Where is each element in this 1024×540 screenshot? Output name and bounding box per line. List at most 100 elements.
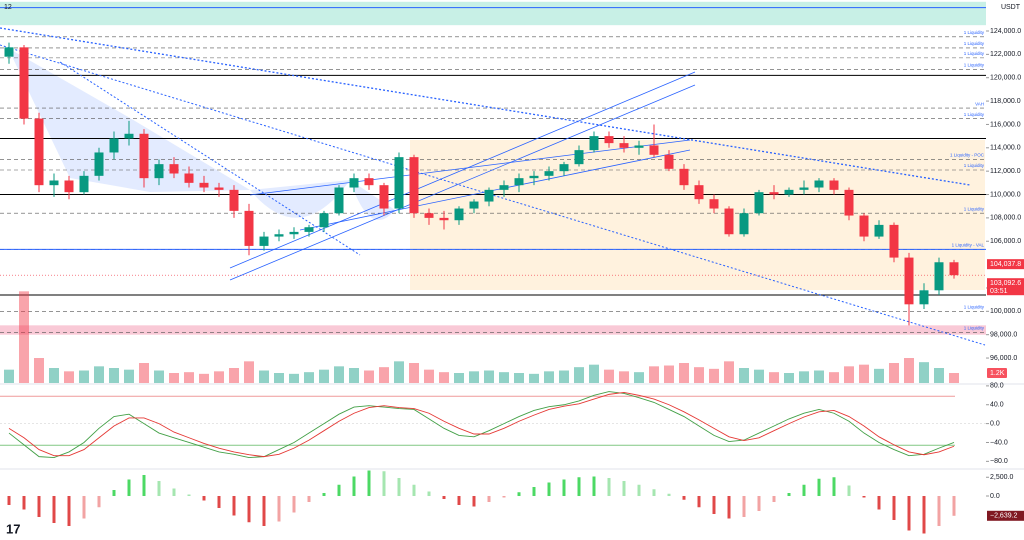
volume-bar xyxy=(664,365,674,383)
candle-body xyxy=(289,231,299,235)
histogram-bar xyxy=(667,493,671,496)
last-price-box xyxy=(987,278,1024,296)
candle-body xyxy=(319,213,329,228)
histogram-bar xyxy=(67,496,71,526)
candle-body xyxy=(874,224,884,237)
y-tick-label: 120,000.0 xyxy=(990,75,1021,82)
y-tick-label: 100,000.0 xyxy=(990,308,1021,315)
candle-body xyxy=(694,185,704,200)
currency-label: USDT xyxy=(1001,4,1021,11)
last-value-label: −2,639.2 xyxy=(990,513,1018,520)
y-tick-label: 112,000.0 xyxy=(990,168,1021,175)
histogram-bar xyxy=(832,477,836,496)
channel-line xyxy=(249,139,691,196)
candle-body xyxy=(184,173,194,183)
candle-body xyxy=(814,180,824,188)
candle-body xyxy=(364,178,374,186)
candle-body xyxy=(439,217,449,221)
zone xyxy=(0,325,986,335)
y-tick-label: 110,000.0 xyxy=(990,191,1021,198)
histogram-bar xyxy=(367,470,371,496)
volume-bar xyxy=(619,371,629,383)
candle-body xyxy=(169,164,179,174)
liquidity-label: 1 Liquidity xyxy=(964,305,985,310)
candle-body xyxy=(49,180,59,186)
candle-body xyxy=(709,199,719,209)
drawing-layer xyxy=(0,27,986,346)
volume-bar xyxy=(829,372,839,383)
candle-body xyxy=(634,145,644,148)
histogram-bar xyxy=(232,496,236,516)
liquidity-label: 1 Liquidity - VAL xyxy=(952,243,985,248)
y-tick-label: 116,000.0 xyxy=(990,121,1021,128)
candle-body xyxy=(574,150,584,165)
background-layer xyxy=(0,1,986,335)
candle-body xyxy=(754,192,764,214)
volume-bar xyxy=(934,368,944,383)
blue-zone xyxy=(8,48,250,192)
volume-bar xyxy=(919,362,929,383)
histogram-bar xyxy=(7,496,11,505)
volume-bar xyxy=(649,366,659,383)
histogram-bar xyxy=(577,477,581,496)
volume-bar xyxy=(499,372,509,383)
liquidity-label: VAH xyxy=(975,101,984,106)
candle-body xyxy=(859,215,869,237)
volume-bar xyxy=(814,370,824,383)
candle-body xyxy=(424,213,434,218)
candle-body xyxy=(619,143,629,148)
candle-body xyxy=(454,208,464,221)
volume-bar xyxy=(754,369,764,383)
channel-line xyxy=(299,149,691,231)
histogram-bar xyxy=(247,496,251,523)
y-tick-label: −80.0 xyxy=(990,458,1008,465)
histogram-bar xyxy=(487,496,491,502)
histogram-bar xyxy=(187,494,191,496)
candle-body xyxy=(784,189,794,195)
histogram-bar xyxy=(442,496,446,499)
histogram-bar xyxy=(352,476,356,496)
volume-bar xyxy=(589,364,599,383)
histogram-bar xyxy=(277,496,281,522)
histogram-bar xyxy=(97,496,101,508)
histogram-bar xyxy=(562,479,566,496)
histogram-bar xyxy=(547,482,551,496)
candle-body xyxy=(724,208,734,235)
price-axis-bg xyxy=(986,0,1024,540)
candle-body xyxy=(604,136,614,144)
volume-bar xyxy=(34,358,44,383)
y-tick-label: −40.0 xyxy=(990,439,1008,446)
histogram-bar xyxy=(637,484,641,496)
histogram-bar xyxy=(892,496,896,520)
candle-body xyxy=(64,180,74,193)
volume-bar xyxy=(889,363,899,383)
histogram-bar xyxy=(307,496,311,502)
candle-body xyxy=(739,213,749,235)
y-tick-label: 106,000.0 xyxy=(990,238,1021,245)
candle-body xyxy=(334,187,344,214)
candle-body xyxy=(499,185,509,190)
volume-bar xyxy=(559,370,569,383)
candle-body xyxy=(799,187,809,190)
y-tick-label: 2,500.0 xyxy=(990,474,1013,481)
volume-bar xyxy=(154,370,164,383)
candle-body xyxy=(409,157,419,214)
histogram-bar xyxy=(322,493,326,496)
y-tick-label: 0.0 xyxy=(990,420,1000,427)
oscillator-line xyxy=(8,392,955,458)
liquidity-label: 1 Liquidity xyxy=(964,30,985,35)
volume-bar xyxy=(349,368,359,383)
histogram-bar xyxy=(127,479,131,496)
histogram-bar xyxy=(592,476,596,496)
histogram-bar xyxy=(922,496,926,534)
histogram-bar xyxy=(172,488,176,496)
histogram-bar xyxy=(532,487,536,496)
histogram-bar xyxy=(682,496,686,500)
candle-body xyxy=(484,189,494,202)
volume-bar xyxy=(364,370,374,383)
candle-body xyxy=(589,136,599,151)
histogram-bar xyxy=(847,485,851,496)
mark-price-box xyxy=(987,259,1024,270)
histogram-bar xyxy=(502,496,506,498)
histogram-bar xyxy=(382,471,386,496)
